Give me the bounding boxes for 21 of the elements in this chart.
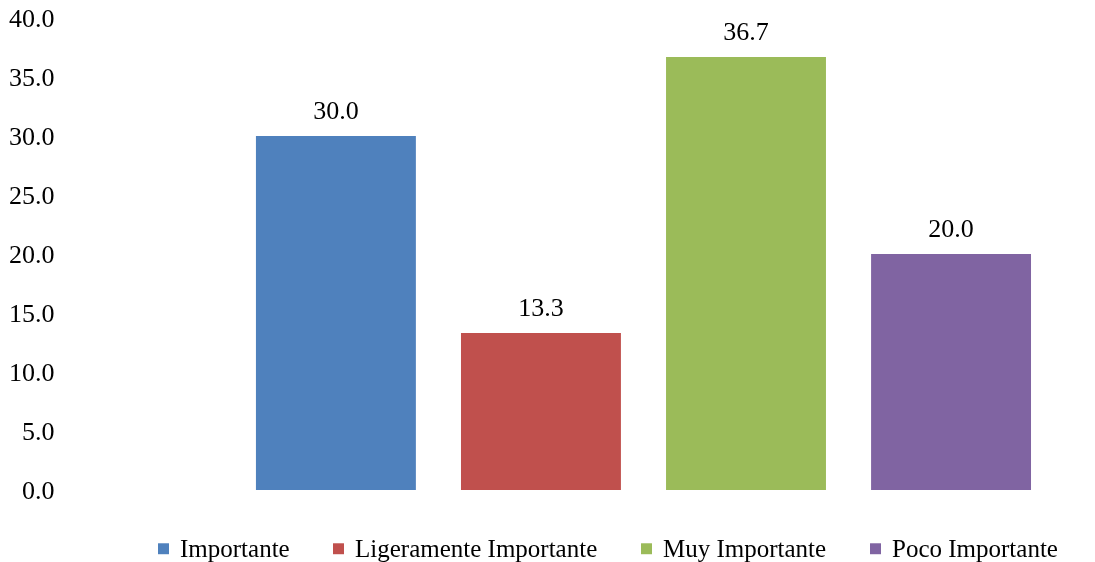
legend-label: Poco Importante	[892, 534, 1058, 562]
bar	[666, 56, 826, 490]
data-label: 30.0	[313, 96, 359, 125]
y-tick-label: 0.0	[22, 475, 55, 505]
y-tick-label: 25.0	[9, 180, 55, 210]
legend-label: Ligeramente Importante	[355, 534, 598, 562]
y-tick-label: 35.0	[9, 62, 55, 92]
data-label: 20.0	[928, 214, 974, 243]
legend-label: Muy Importante	[663, 534, 827, 562]
y-tick-label: 15.0	[9, 298, 55, 328]
y-tick-label: 30.0	[9, 121, 55, 151]
bar	[871, 254, 1032, 490]
y-tick-label: 5.0	[22, 416, 55, 446]
data-label: 13.3	[518, 293, 564, 323]
data-label: 36.7	[723, 16, 769, 46]
y-tick-label: 40.0	[9, 3, 55, 33]
y-tick-label: 20.0	[9, 239, 55, 269]
bar	[460, 333, 621, 490]
legend-label: Importante	[180, 534, 290, 562]
y-tick-label: 10.0	[9, 357, 55, 387]
bar	[255, 136, 416, 490]
